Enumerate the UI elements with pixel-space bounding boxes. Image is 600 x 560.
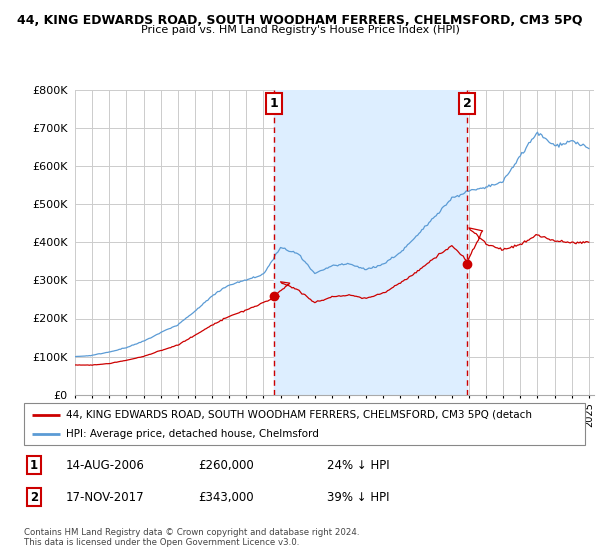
Text: 2: 2: [30, 491, 38, 503]
Text: 17-NOV-2017: 17-NOV-2017: [66, 491, 145, 503]
Text: 39% ↓ HPI: 39% ↓ HPI: [327, 491, 389, 503]
Text: 44, KING EDWARDS ROAD, SOUTH WOODHAM FERRERS, CHELMSFORD, CM3 5PQ (detach: 44, KING EDWARDS ROAD, SOUTH WOODHAM FER…: [66, 409, 532, 419]
Text: 24% ↓ HPI: 24% ↓ HPI: [327, 459, 389, 472]
Text: 44, KING EDWARDS ROAD, SOUTH WOODHAM FERRERS, CHELMSFORD, CM3 5PQ: 44, KING EDWARDS ROAD, SOUTH WOODHAM FER…: [17, 14, 583, 27]
Text: 1: 1: [30, 459, 38, 472]
Text: £343,000: £343,000: [198, 491, 254, 503]
Text: 1: 1: [269, 97, 278, 110]
Text: 2: 2: [463, 97, 471, 110]
Text: HPI: Average price, detached house, Chelmsford: HPI: Average price, detached house, Chel…: [66, 429, 319, 439]
Bar: [274, 90, 467, 395]
Text: £260,000: £260,000: [198, 459, 254, 472]
Text: Contains HM Land Registry data © Crown copyright and database right 2024.
This d: Contains HM Land Registry data © Crown c…: [24, 528, 359, 547]
Text: 14-AUG-2006: 14-AUG-2006: [66, 459, 145, 472]
Text: Price paid vs. HM Land Registry's House Price Index (HPI): Price paid vs. HM Land Registry's House …: [140, 25, 460, 35]
